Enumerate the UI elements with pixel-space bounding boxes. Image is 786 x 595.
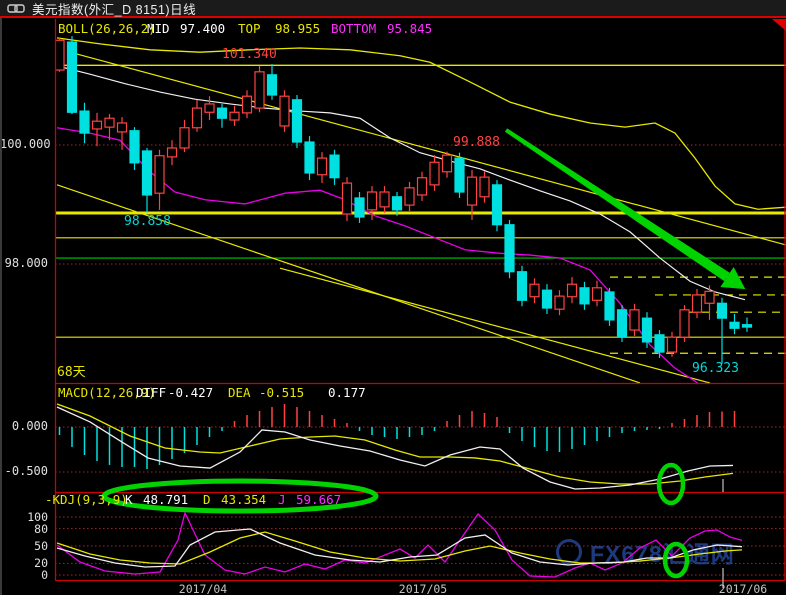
title-bar: 美元指数(外汇_D 8151)日线 (0, 0, 786, 18)
window-title: 美元指数(外汇_D 8151)日线 (32, 2, 197, 17)
link-icon[interactable] (7, 3, 25, 14)
window-edge (0, 0, 2, 595)
watermark-logo-icon (556, 539, 582, 565)
